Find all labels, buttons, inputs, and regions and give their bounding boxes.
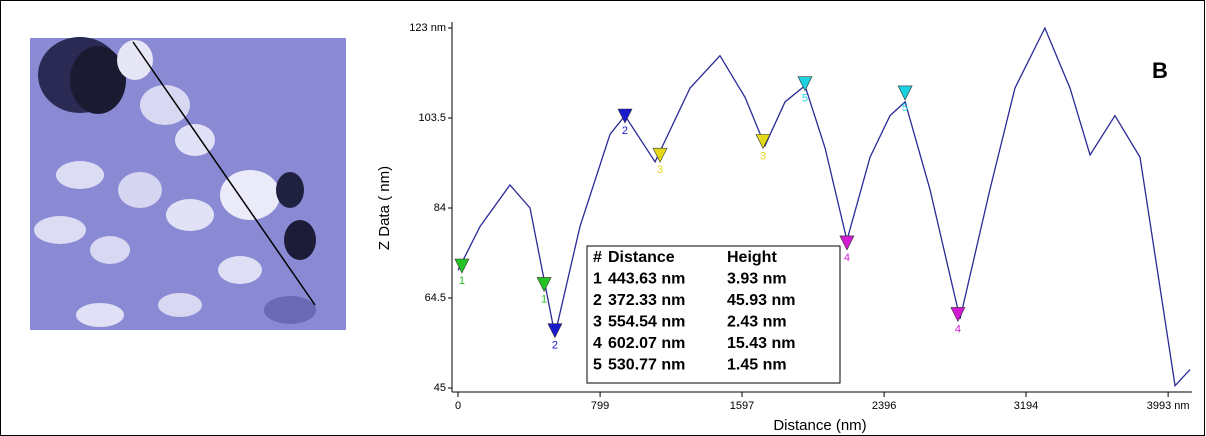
cursor-marker — [797, 76, 813, 92]
table-box — [586, 245, 841, 384]
x-tick-label: 799 — [591, 400, 609, 412]
table-cell: 530.77 nm — [608, 357, 685, 374]
x-tick-label: 2396 — [872, 400, 896, 412]
cursor-marker — [454, 258, 470, 274]
cursor-label: 1 — [541, 293, 547, 305]
table-cell: 602.07 nm — [608, 335, 685, 352]
table-header: Height — [727, 249, 777, 266]
table-cell: 3 — [593, 314, 602, 331]
y-tick-label: 64.5 — [425, 292, 446, 304]
cursor-label: 3 — [760, 150, 766, 162]
table-cell: 15.43 nm — [727, 335, 795, 352]
cursor-marker — [652, 147, 668, 163]
cursor-label: 3 — [657, 164, 663, 176]
y-tick-label: 45 — [434, 382, 446, 394]
table-cell: 5 — [593, 357, 602, 374]
cursor-marker — [547, 323, 563, 339]
profile-line — [457, 26, 1191, 388]
x-tick-label: 3194 — [1014, 400, 1038, 412]
cursor-marker — [839, 235, 855, 251]
x-tick-label: 3993 nm — [1147, 400, 1190, 412]
y-tick-label: 84 — [434, 202, 446, 214]
table-cell: 1.45 nm — [727, 357, 787, 374]
cursor-label: 5 — [802, 93, 808, 105]
cursor-marker — [897, 85, 913, 101]
table-cell: 45.93 nm — [727, 292, 795, 309]
x-tick-label: 0 — [455, 400, 461, 412]
table-cell: 554.54 nm — [608, 314, 685, 331]
measurement-table: # Distance Height 1 443.63 nm 3.93 nm 2 372.33 … — [586, 245, 841, 384]
afm-image — [30, 37, 346, 330]
cursor-marker — [536, 277, 552, 293]
table-cell: 4 — [593, 335, 602, 352]
cursor-label: 4 — [955, 323, 961, 335]
x-axis-title: Distance (nm) — [773, 417, 866, 434]
cursor-marker — [617, 108, 633, 124]
cursor-marker — [755, 134, 771, 150]
y-tick-label: 123 nm — [409, 22, 446, 34]
cursor-label: 4 — [844, 252, 850, 264]
table-cell: 1 — [593, 271, 602, 288]
table-header: Distance — [608, 249, 675, 266]
x-tick-label: 1597 — [730, 400, 754, 412]
table-cell: 372.33 nm — [608, 292, 685, 309]
panel-label: B — [1152, 58, 1168, 83]
cursor-marker — [950, 307, 966, 323]
cursor-label: 5 — [902, 102, 908, 114]
cursor-label: 2 — [622, 125, 628, 137]
y-tick-label: 103.5 — [418, 112, 446, 124]
table-header: # — [593, 249, 602, 266]
table-cell: 2 — [593, 292, 602, 309]
table-cell: 3.93 nm — [727, 271, 787, 288]
table-cell: 2.43 nm — [727, 314, 787, 331]
cursor-label: 2 — [552, 340, 558, 352]
cursor-label: 1 — [459, 275, 465, 287]
y-axis-title: Z Data ( nm) — [376, 166, 393, 250]
table-cell: 443.63 nm — [608, 271, 685, 288]
